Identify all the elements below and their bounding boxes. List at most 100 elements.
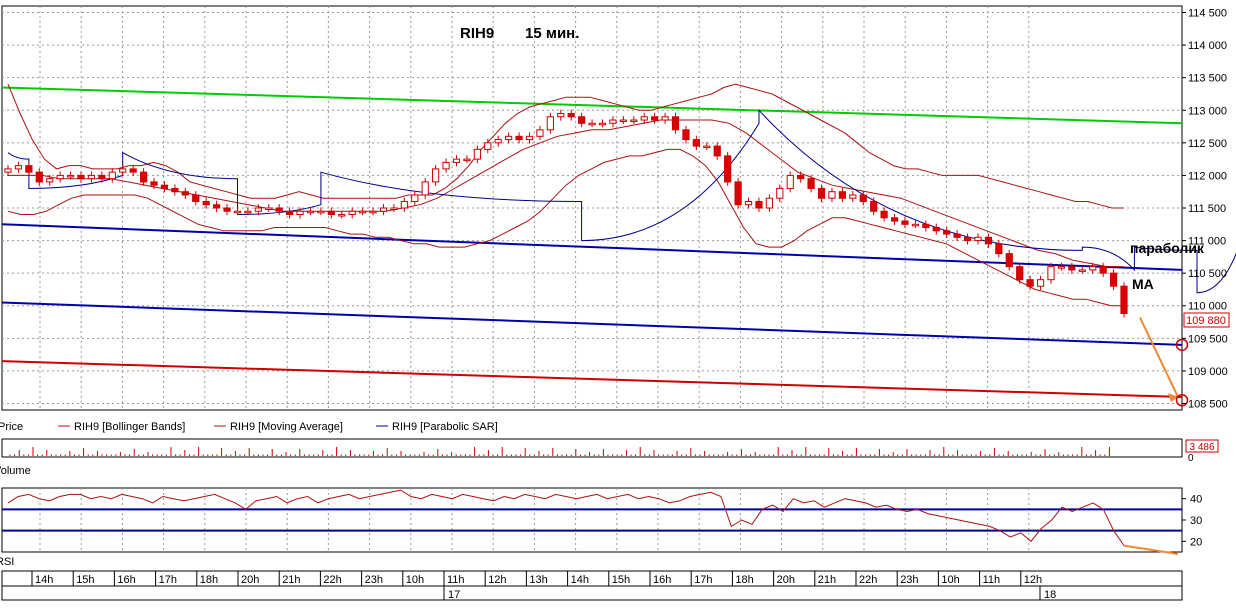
candle [724, 151, 732, 186]
candle [473, 145, 481, 164]
candle [557, 109, 565, 121]
target-markers [1139, 317, 1189, 407]
price-tick-label: 112 000 [1188, 170, 1227, 182]
candle [1036, 275, 1045, 291]
time-label: 16h [117, 574, 135, 586]
candle [744, 197, 753, 209]
time-label: 14h [571, 574, 589, 586]
candle [379, 204, 388, 216]
moving-average [8, 119, 1124, 268]
time-label: 12h [1024, 574, 1042, 586]
candle [119, 164, 127, 177]
candle [588, 119, 596, 128]
time-label: 15h [612, 574, 630, 586]
candle [734, 178, 742, 209]
candle [150, 178, 158, 190]
candle [859, 191, 867, 206]
candle [390, 204, 398, 212]
chart-timeframe: 15 мин. [525, 25, 579, 42]
candle [108, 168, 116, 183]
candle [1016, 262, 1024, 284]
candle [974, 233, 982, 245]
candle [880, 207, 888, 222]
time-label: 16h [653, 574, 671, 586]
time-label: 12h [488, 574, 506, 586]
candle [275, 204, 283, 216]
candle [14, 161, 23, 173]
candle [139, 168, 148, 186]
price-tick-label: 112 500 [1188, 138, 1227, 150]
rsi-line [7, 489, 1179, 555]
candle [286, 207, 294, 219]
price-tick-label: 109 000 [1188, 366, 1228, 378]
candle [776, 184, 784, 203]
rsi-levels [2, 508, 1182, 532]
candle [682, 125, 690, 144]
price-tick-label: 110 500 [1188, 268, 1227, 280]
candle [463, 155, 471, 164]
ma-line [8, 119, 1124, 268]
time-label: 18h [735, 574, 753, 586]
volume-bars [9, 447, 1110, 456]
target-arrow [1139, 317, 1179, 398]
legend-bollinger: RIH9 [Bollinger Bands] [74, 421, 185, 433]
candle [953, 230, 961, 242]
sar-line [7, 109, 1236, 294]
candle [98, 171, 106, 183]
candle [984, 233, 993, 248]
volume-axis-zero: 0 [1188, 453, 1194, 464]
candle [849, 191, 857, 203]
time-label: 13h [529, 574, 547, 586]
candle [505, 132, 513, 144]
legend-price: Price [0, 421, 23, 433]
bollinger-lower [7, 148, 1124, 307]
time-label: 23h [900, 574, 918, 586]
target-arrowhead [1168, 392, 1178, 402]
candle [306, 207, 315, 216]
candle [901, 217, 909, 229]
rsi-tick-label: 30 [1190, 515, 1202, 527]
candle [494, 135, 502, 147]
candle [807, 174, 815, 193]
candle [578, 112, 586, 128]
candle [265, 204, 273, 212]
candle [536, 125, 544, 141]
candle [359, 207, 367, 216]
candle [640, 112, 648, 124]
candle [671, 112, 680, 134]
candle [755, 197, 763, 212]
time-label: 14h [35, 574, 53, 586]
candle [1026, 275, 1034, 291]
candle [35, 168, 43, 186]
trend-lines [1, 86, 1183, 398]
candle [546, 112, 554, 134]
trend-line [1, 301, 1183, 346]
candle [786, 171, 794, 193]
candle [995, 239, 1003, 258]
last-price-box [1183, 312, 1230, 328]
volume-label: Volume [0, 465, 31, 477]
candle [338, 210, 346, 219]
candles [4, 109, 1128, 318]
candle [797, 171, 805, 183]
candle [327, 207, 335, 219]
candle [233, 207, 242, 216]
candle [452, 155, 461, 167]
candle [254, 204, 262, 216]
price-tick-label: 113 500 [1188, 73, 1227, 85]
target-circle [1175, 393, 1189, 407]
candle [1005, 249, 1013, 271]
candle [1099, 262, 1107, 278]
price-tick-label: 111 500 [1188, 203, 1226, 215]
candle [223, 204, 231, 216]
candle [651, 112, 659, 124]
candle [630, 116, 638, 124]
candle [202, 197, 210, 209]
candle [1089, 262, 1097, 274]
candle [890, 213, 899, 225]
trend-line [1, 86, 1183, 125]
time-label: 18h [200, 574, 218, 586]
time-label: 10h [406, 574, 424, 586]
annotation-parabolic: параболик [1130, 240, 1205, 256]
legend: Price RIH9 [Bollinger Bands] RIH9 [Movin… [0, 421, 498, 433]
